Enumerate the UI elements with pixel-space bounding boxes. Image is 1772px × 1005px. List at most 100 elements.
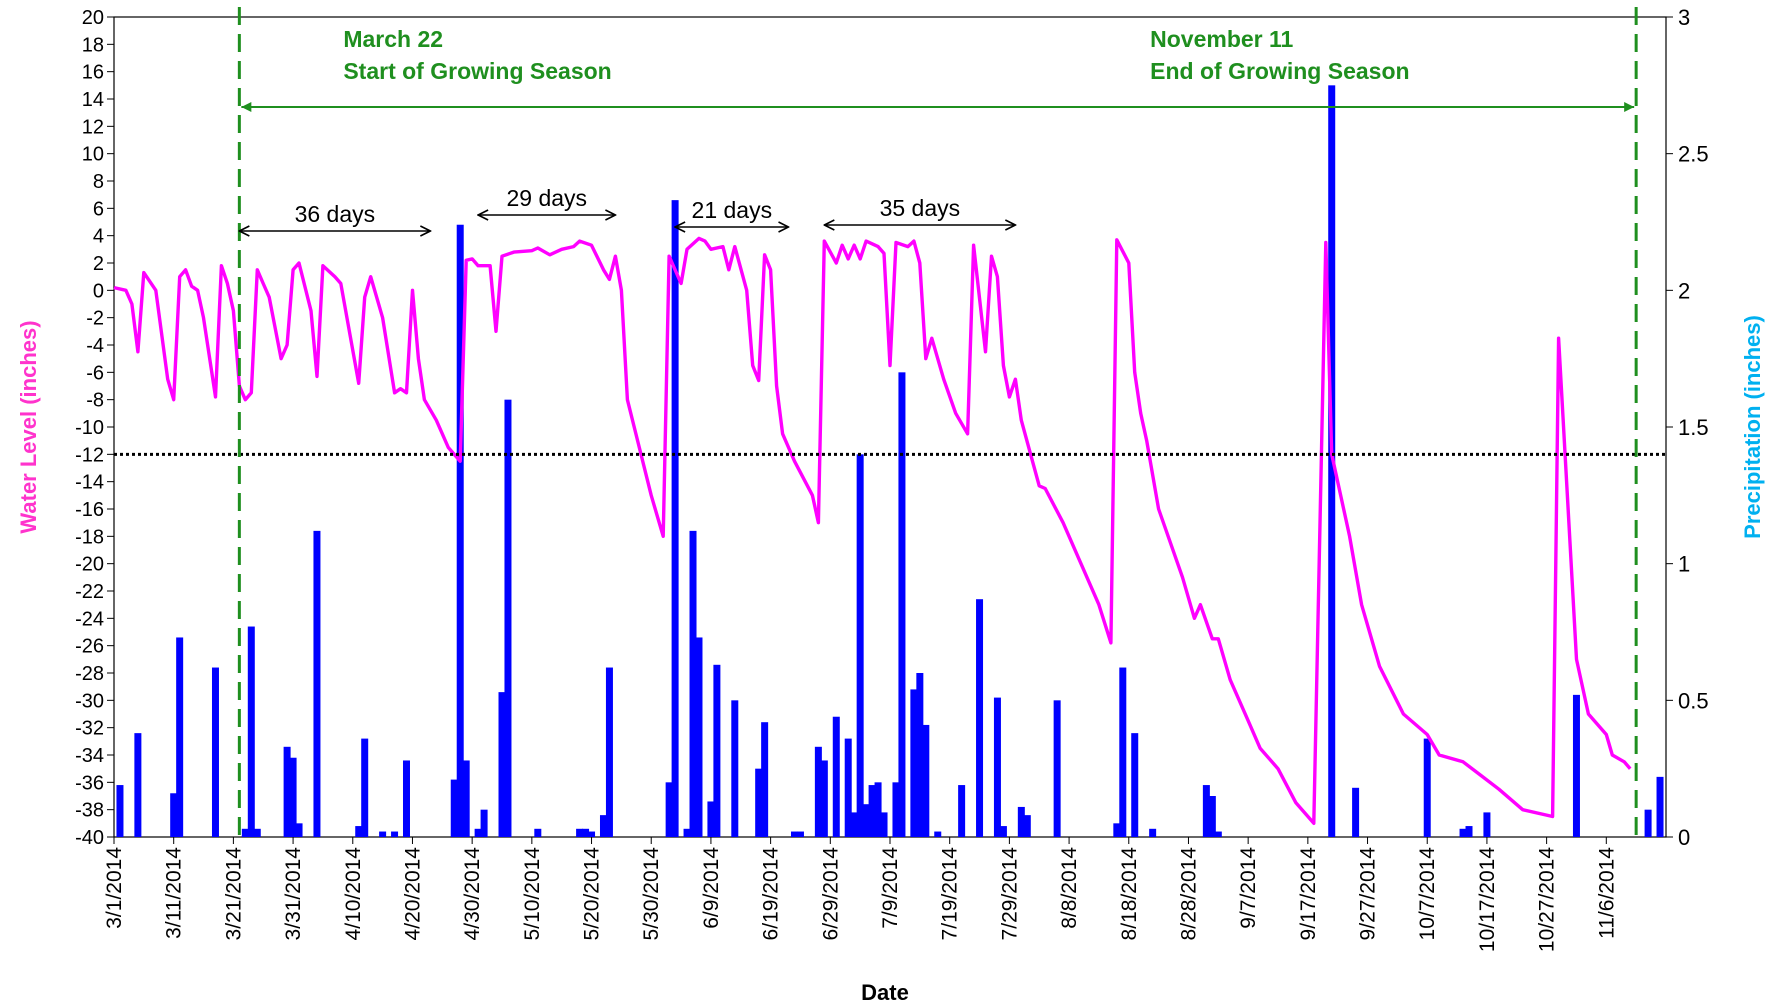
y-tick-label: 0 <box>93 280 104 302</box>
y-tick-label: 4 <box>93 226 104 248</box>
precip-bar <box>820 760 828 837</box>
y2-tick-label: 3 <box>1678 5 1690 30</box>
y-tick-label: -30 <box>75 690 104 712</box>
precip-bar <box>1131 733 1139 837</box>
precip-bar <box>1459 828 1467 837</box>
precip-bar <box>689 530 697 837</box>
precip-bar <box>880 812 888 837</box>
x-tick-label: 8/18/2014 <box>1118 847 1141 941</box>
precip-bar <box>868 785 876 837</box>
x-tick-label: 9/17/2014 <box>1297 847 1320 941</box>
y-tick-label: 12 <box>82 116 104 138</box>
precip-bar <box>176 637 184 837</box>
precip-bar <box>1352 787 1360 837</box>
precip-bar <box>713 664 721 837</box>
precip-bar <box>832 716 840 837</box>
precip-bar <box>1214 831 1222 837</box>
precip-bar <box>582 828 590 837</box>
precip-bar <box>856 454 864 837</box>
y2-tick-label: 1 <box>1678 552 1690 577</box>
x-tick-label: 8/28/2014 <box>1177 847 1200 941</box>
precip-bar <box>755 768 763 837</box>
water-level-line <box>113 236 1632 825</box>
precip-bar <box>695 637 703 837</box>
precip-bar <box>289 757 297 837</box>
precip-bar <box>790 831 798 837</box>
precip-bar <box>1017 806 1025 837</box>
interval-label: 35 days <box>880 195 961 221</box>
precip-bar <box>1644 809 1652 837</box>
precip-bar <box>480 809 488 837</box>
precip-bar <box>462 760 470 837</box>
precip-bar <box>796 831 804 837</box>
precip-bar <box>253 828 261 837</box>
interval-label: 36 days <box>295 201 376 227</box>
precip-bar <box>1423 738 1431 837</box>
precip-bar <box>976 599 984 837</box>
precip-bar <box>862 804 870 837</box>
precip-bar <box>707 801 715 837</box>
precip-bar <box>1202 785 1210 837</box>
y-tick-label: -26 <box>75 636 104 658</box>
x-tick-label: 7/19/2014 <box>939 847 962 941</box>
precip-bar <box>844 738 852 837</box>
precip-bar <box>922 724 930 837</box>
x-tick-label: 8/8/2014 <box>1058 847 1081 929</box>
precip-bar <box>605 667 613 837</box>
precip-bar <box>1023 815 1031 837</box>
x-tick-label: 9/27/2014 <box>1357 847 1380 941</box>
y-tick-label: -36 <box>75 772 104 794</box>
y-tick-label: -8 <box>86 390 104 412</box>
precip-bar <box>1656 776 1664 837</box>
y-tick-label: -20 <box>75 554 104 576</box>
precip-bar <box>170 793 178 837</box>
x-axis-title: Date <box>861 980 909 1005</box>
x-tick-label: 5/30/2014 <box>640 847 663 941</box>
precip-bar <box>761 722 769 837</box>
precip-bar <box>910 689 918 837</box>
y-tick-label: -12 <box>75 444 104 466</box>
precip-bar <box>588 831 596 837</box>
y-tick-label: -28 <box>75 663 104 685</box>
precip-bar <box>1113 823 1121 837</box>
x-tick-label: 4/30/2014 <box>461 847 484 941</box>
precip-bar <box>450 779 458 837</box>
precip-bar <box>504 399 512 837</box>
precip-bar <box>665 782 673 837</box>
season-label: Start of Growing Season <box>343 58 611 84</box>
precip-bar <box>1572 694 1580 837</box>
x-tick-label: 3/1/2014 <box>103 847 126 929</box>
y-tick-label: 6 <box>93 198 104 220</box>
precip-bar <box>211 667 219 837</box>
x-tick-label: 11/6/2014 <box>1595 847 1618 939</box>
x-tick-label: 10/7/2014 <box>1416 847 1439 941</box>
y2-tick-label: 2 <box>1678 278 1690 303</box>
y2-tick-label: 0.5 <box>1678 688 1709 713</box>
precip-bar <box>498 692 506 837</box>
precip-bar <box>850 812 858 837</box>
precip-bar <box>1053 700 1061 837</box>
y-tick-label: 16 <box>82 62 104 84</box>
y-tick-label: 8 <box>93 171 104 193</box>
precip-bar <box>1119 667 1127 837</box>
precip-bar <box>474 828 482 837</box>
precip-bar <box>934 831 942 837</box>
precip-bar <box>814 746 822 837</box>
y-tick-label: -10 <box>75 417 104 439</box>
y-tick-label: -24 <box>75 608 104 630</box>
precip-bar <box>999 826 1007 837</box>
y-tick-label: 2 <box>93 253 104 275</box>
y2-tick-label: 1.5 <box>1678 415 1709 440</box>
precip-bar <box>874 782 882 837</box>
precip-bar <box>892 782 900 837</box>
precip-bar <box>1208 796 1216 837</box>
y-tick-label: -38 <box>75 800 104 822</box>
y-tick-label: -22 <box>75 581 104 603</box>
y-tick-label: -16 <box>75 499 104 521</box>
y-tick-label: -14 <box>75 472 104 494</box>
precip-bar <box>683 828 691 837</box>
precip-bar <box>916 673 924 837</box>
y-tick-label: -32 <box>75 718 104 740</box>
precip-bar <box>898 372 906 837</box>
